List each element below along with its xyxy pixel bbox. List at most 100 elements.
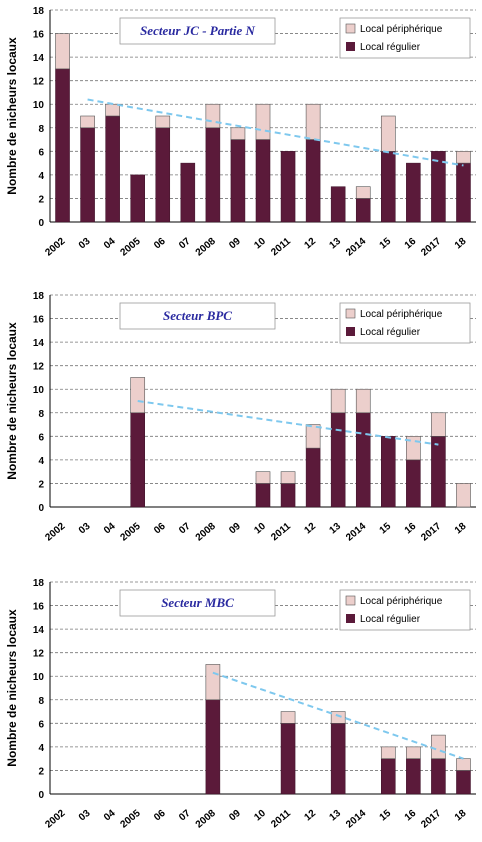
bar-peripheral [431, 734, 446, 759]
bar-peripheral [305, 103, 321, 140]
x-tick-label: 13 [328, 808, 344, 824]
bar-peripheral [305, 424, 321, 449]
y-tick-label: 6 [38, 432, 44, 443]
x-tick-label: 07 [177, 236, 193, 252]
bar-regular [355, 198, 371, 223]
y-tick-label: 0 [38, 218, 44, 229]
bar-regular [456, 770, 471, 795]
y-tick-label: 2 [38, 194, 44, 205]
bar-regular [230, 139, 246, 223]
x-tick-label: 06 [152, 236, 168, 252]
bar-regular [255, 483, 271, 508]
bar-peripheral [230, 127, 246, 140]
x-tick-label: 2017 [419, 236, 443, 259]
bar-regular [305, 139, 321, 223]
x-tick-label: 2005 [119, 236, 143, 259]
bar-peripheral [380, 746, 396, 759]
y-tick-label: 12 [33, 362, 45, 373]
x-tick-label: 09 [227, 808, 243, 824]
bar-regular [406, 162, 421, 223]
bar-peripheral [280, 711, 296, 724]
x-tick-label: 07 [177, 521, 193, 537]
bar-peripheral [431, 412, 446, 437]
bar-regular [381, 758, 396, 795]
bar-regular [130, 412, 145, 508]
x-tick-label: 09 [227, 236, 243, 252]
x-tick-label: 2011 [269, 808, 293, 831]
bar-peripheral [255, 103, 271, 140]
bar-regular [330, 723, 346, 795]
y-tick-label: 0 [38, 790, 44, 801]
bar-peripheral [406, 746, 421, 759]
x-tick-label: 06 [152, 521, 168, 537]
x-tick-label: 2002 [43, 808, 67, 831]
y-tick-label: 4 [38, 456, 44, 467]
y-tick-label: 14 [33, 338, 45, 349]
trend-line [212, 671, 464, 760]
x-tick-label: 06 [152, 808, 168, 824]
x-tick-label: 2002 [43, 236, 67, 259]
y-tick-label: 6 [38, 719, 44, 730]
chart-title: Secteur BPC [163, 308, 232, 323]
chart-title: Secteur MBC [161, 595, 234, 610]
y-tick-label: 2 [38, 766, 44, 777]
x-tick-label: 2002 [43, 521, 67, 544]
y-axis-label: Nombre de nicheurs locaux [5, 37, 19, 195]
chart-secteur-jc: 0 2 4 6 8 10 12 14 16 18 2002 03 04 2005 06 07 2008 09 10 2… [0, 0, 482, 270]
x-tick-label: 12 [302, 236, 318, 252]
bar-regular [431, 151, 446, 223]
x-tick-label: 10 [252, 808, 268, 824]
y-tick-label: 16 [33, 315, 45, 326]
bar-peripheral [456, 483, 471, 508]
x-tick-label: 2014 [344, 808, 368, 831]
bar-peripheral [355, 388, 371, 414]
bar-peripheral [205, 103, 221, 129]
y-tick-label: 6 [38, 147, 44, 158]
legend-label-peripheral: Local périphérique [360, 24, 443, 35]
legend-box [339, 589, 471, 631]
bar-peripheral [280, 471, 296, 484]
chart-title: Secteur JC - Partie N [140, 23, 255, 38]
bar-peripheral [55, 33, 70, 70]
bar-peripheral [355, 186, 371, 199]
chart-secteur-mbc: 0 2 4 6 8 10 12 14 16 18 2002 03 04 2005 06 07 2008 09 10 2… [0, 572, 482, 842]
x-tick-label: 2014 [344, 521, 368, 544]
bar-regular [80, 127, 95, 223]
bar-peripheral [105, 103, 120, 117]
legend-label-peripheral: Local périphérique [360, 596, 443, 607]
bar-regular [406, 758, 421, 795]
y-tick-label: 12 [33, 649, 45, 660]
x-tick-label: 2011 [269, 236, 293, 259]
legend-box [339, 302, 471, 344]
x-tick-label: 2008 [194, 521, 218, 544]
bar-regular [431, 758, 446, 795]
y-tick-label: 18 [33, 6, 45, 17]
y-tick-label: 18 [33, 578, 45, 589]
x-tick-label: 10 [252, 236, 268, 252]
y-tick-label: 4 [38, 743, 44, 754]
chart-secteur-bpc: 0 2 4 6 8 10 12 14 16 18 2002 03 04 2005 06 07 2008 09 10 2… [0, 285, 482, 555]
x-tick-label: 2017 [419, 808, 443, 831]
x-tick-label: 04 [102, 808, 118, 824]
y-tick-label: 8 [38, 124, 44, 135]
x-tick-label: 10 [252, 521, 268, 537]
bar-regular [130, 174, 145, 223]
legend-label-regular: Local régulier [360, 42, 421, 53]
y-tick-label: 2 [38, 479, 44, 490]
y-tick-label: 10 [33, 672, 45, 683]
x-tick-label: 12 [302, 808, 318, 824]
x-tick-label: 13 [328, 521, 344, 537]
y-tick-label: 12 [33, 77, 45, 88]
legend-label-regular: Local régulier [360, 327, 421, 338]
bar-peripheral [456, 151, 471, 164]
y-axis-label: Nombre de nicheurs locaux [5, 322, 19, 480]
bar-peripheral [255, 471, 271, 484]
y-tick-label: 10 [33, 100, 45, 111]
x-tick-label: 03 [77, 808, 93, 824]
legend-swatch-peripheral [345, 23, 356, 34]
title-box [119, 589, 276, 617]
title-box [119, 302, 276, 330]
x-tick-label: 04 [102, 236, 118, 252]
